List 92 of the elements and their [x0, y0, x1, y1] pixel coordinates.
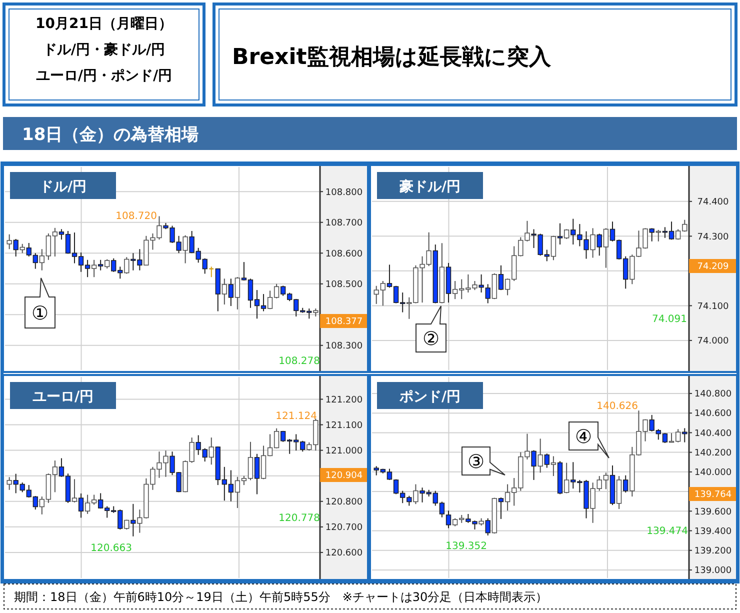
- y-tick-label: 120.600: [325, 548, 363, 559]
- annotation: 120.663: [90, 543, 132, 554]
- candlestick: [603, 228, 609, 268]
- text: 期間：18日（金）午前6時10分～19日（土）午前5時55分 ※チャートは30分足（日本時間表示）: [14, 590, 548, 604]
- annotation: 120.778: [278, 513, 320, 524]
- y-tick-label: 74.300: [697, 232, 730, 242]
- candlestick: [182, 234, 188, 264]
- candlestick: [531, 450, 536, 480]
- candlestick: [78, 492, 84, 518]
- candlestick: [222, 278, 227, 305]
- candlestick: [557, 222, 563, 246]
- y-tick-label: 108.300: [325, 342, 363, 352]
- text: ドル/円・豪ドル/円: [42, 42, 166, 58]
- candlestick: [208, 266, 214, 278]
- candlestick: [616, 476, 622, 510]
- y-tick-label: 74.100: [697, 302, 730, 312]
- y-tick-label: 74.000: [697, 336, 730, 347]
- candlestick: [564, 462, 570, 494]
- candlestick: [538, 438, 543, 474]
- annotation: ①: [31, 302, 49, 324]
- candlestick: [590, 228, 596, 258]
- annotation: 108.278: [278, 356, 320, 367]
- text: 18日（金）の為替相場: [22, 125, 199, 145]
- y-tick-label: 108.600: [325, 249, 363, 260]
- candlestick: [682, 428, 688, 443]
- y-tick-label: 121.000: [325, 446, 363, 456]
- candlestick: [564, 228, 570, 240]
- candlestick: [649, 228, 654, 242]
- candlestick: [478, 274, 484, 293]
- candlestick: [623, 474, 628, 493]
- candlestick: [13, 238, 18, 258]
- y-tick-label: 139.400: [694, 526, 732, 537]
- annotation: 139.352: [446, 541, 487, 552]
- candlestick: [208, 437, 214, 466]
- y-tick-label: 120.700: [325, 523, 363, 534]
- text: 120.904: [325, 471, 363, 482]
- annotation: 108.720: [116, 211, 157, 222]
- text: ユーロ/円・ポンド/円: [36, 68, 172, 84]
- candlestick: [72, 478, 78, 503]
- candlestick: [485, 284, 490, 304]
- y-tick-label: 140.800: [694, 390, 732, 400]
- annotation: 121.124: [276, 411, 317, 422]
- y-tick-label: 139.000: [694, 566, 732, 576]
- y-tick-label: 139.200: [694, 546, 732, 556]
- candlestick: [130, 503, 136, 537]
- candlestick: [492, 272, 498, 300]
- candlestick: [498, 264, 504, 291]
- candlestick: [446, 510, 452, 529]
- text: Brexit監視相場は延長戦に突入: [232, 44, 552, 70]
- annotation: ②: [422, 328, 440, 350]
- candlestick: [413, 484, 418, 505]
- y-tick-label: 121.200: [325, 395, 363, 406]
- candlestick: [544, 453, 550, 468]
- candlestick: [550, 456, 556, 477]
- candlestick: [20, 243, 25, 254]
- candlestick: [596, 233, 602, 256]
- text: ドル/円: [39, 179, 87, 196]
- y-tick-label: 139.600: [694, 507, 732, 518]
- candlestick: [91, 259, 97, 278]
- annotation: ④: [574, 426, 592, 448]
- text: 108.377: [325, 317, 363, 328]
- y-tick-label: 140.000: [694, 468, 732, 478]
- candlestick: [498, 497, 504, 520]
- text: 10月21日（月曜日）: [36, 16, 172, 32]
- annotation: 74.091: [652, 314, 687, 325]
- annotation: 140.626: [596, 401, 638, 412]
- candlestick: [6, 234, 12, 250]
- y-tick-label: 108.500: [325, 280, 363, 290]
- annotation: 139.474: [646, 526, 688, 537]
- candlestick: [550, 235, 556, 261]
- y-tick-label: 140.200: [694, 448, 732, 458]
- y-tick-label: 120.800: [325, 498, 363, 508]
- y-tick-label: 121.100: [325, 420, 363, 431]
- text: 豪ドル/円: [398, 179, 461, 196]
- candlestick: [104, 258, 110, 269]
- text: 74.209: [697, 262, 730, 272]
- candlestick: [124, 256, 130, 274]
- text: ユーロ/円: [32, 389, 94, 406]
- candlestick: [228, 278, 234, 307]
- text: 139.764: [694, 490, 732, 500]
- candlestick: [485, 518, 490, 536]
- y-tick-label: 108.800: [325, 188, 363, 198]
- y-tick-label: 140.600: [694, 409, 732, 420]
- candlestick: [254, 453, 260, 495]
- candlestick: [98, 259, 104, 271]
- text: ポンド/円: [398, 389, 461, 406]
- candlestick: [6, 476, 12, 490]
- y-tick-label: 108.700: [325, 218, 363, 229]
- annotation: ③: [467, 450, 485, 473]
- candlestick: [234, 276, 240, 310]
- y-tick-label: 74.400: [697, 198, 730, 208]
- y-tick-label: 140.400: [694, 428, 732, 439]
